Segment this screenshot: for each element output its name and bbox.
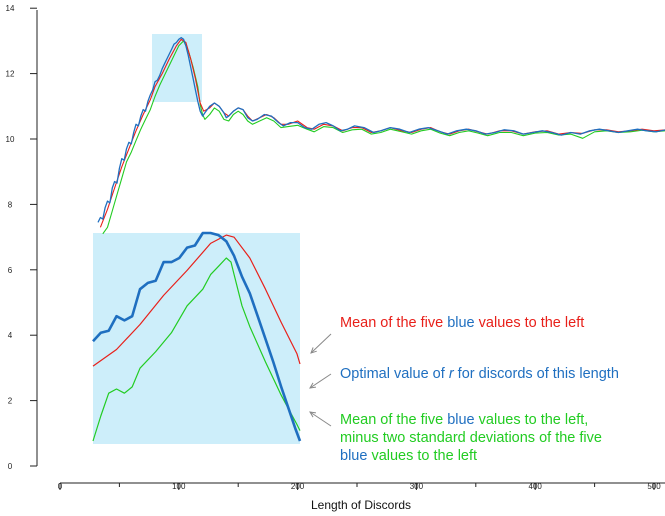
blue-annotation-italic: r — [449, 366, 455, 382]
y-tick-label: 4 — [8, 331, 13, 340]
blue-line-annotation: Optimal value of r for discords of this … — [340, 366, 619, 382]
blue-annotation-post: for discords of this length — [454, 366, 619, 382]
green-annotation-l2: minus two standard deviations of the fiv… — [340, 430, 602, 446]
y-tick-label: 12 — [6, 70, 15, 79]
inset-highlight-box — [93, 233, 300, 444]
x-tick-label: 100 — [172, 482, 186, 491]
inset-blue-line — [92, 231, 302, 442]
x-axis-title: Length of Discords — [311, 498, 411, 512]
green-annotation-arrow-head — [309, 411, 317, 418]
x-tick-label: 200 — [291, 482, 305, 491]
y-tick-label: 8 — [8, 200, 13, 209]
red-annotation-blue-word: blue — [447, 315, 474, 331]
green-annotation-arrow — [309, 411, 332, 427]
green-annotation-l3-blue: blue — [340, 448, 367, 464]
red-annotation-arrow — [310, 333, 332, 354]
inset-zoom — [92, 231, 302, 442]
green-series-line — [102, 40, 665, 235]
y-tick-label: 0 — [8, 462, 13, 471]
x-tick-label: 0 — [58, 482, 63, 491]
blue-annotation-arrow-head — [309, 382, 317, 389]
blue-series-line — [97, 36, 665, 223]
x-tick-label: 500 — [647, 482, 661, 491]
y-tick-label: 14 — [6, 4, 15, 13]
green-annotation-l1b: values to the left, — [475, 412, 589, 428]
red-line-annotation: Mean of the five blue values to the left — [340, 315, 584, 331]
red-annotation-part1: Mean of the five — [340, 315, 447, 331]
green-line-annotation: Mean of the five blue values to the left… — [340, 412, 606, 464]
inset-green-line — [92, 257, 301, 442]
green-annotation-l1-blue: blue — [447, 412, 474, 428]
annotation-arrows — [309, 333, 332, 427]
blue-annotation-pre: Optimal value of — [340, 366, 449, 382]
y-tick-label: 6 — [8, 266, 13, 275]
green-annotation-l3: values to the left — [367, 448, 477, 464]
red-annotation-arrow-head — [310, 347, 317, 354]
red-annotation-part2: values to the left — [475, 315, 585, 331]
y-tick-label: 10 — [6, 135, 15, 144]
x-tick-label: 400 — [529, 482, 543, 491]
blue-annotation-arrow — [309, 373, 332, 389]
y-tick-label: 2 — [8, 397, 13, 406]
series-lines — [97, 36, 665, 235]
axes: 0 2 4 6 8 10 12 14 0 100 200 300 400 500 — [6, 4, 665, 491]
green-annotation-l1a: Mean of the five — [340, 412, 447, 428]
inset-red-line — [92, 234, 301, 367]
x-tick-label: 300 — [410, 482, 424, 491]
